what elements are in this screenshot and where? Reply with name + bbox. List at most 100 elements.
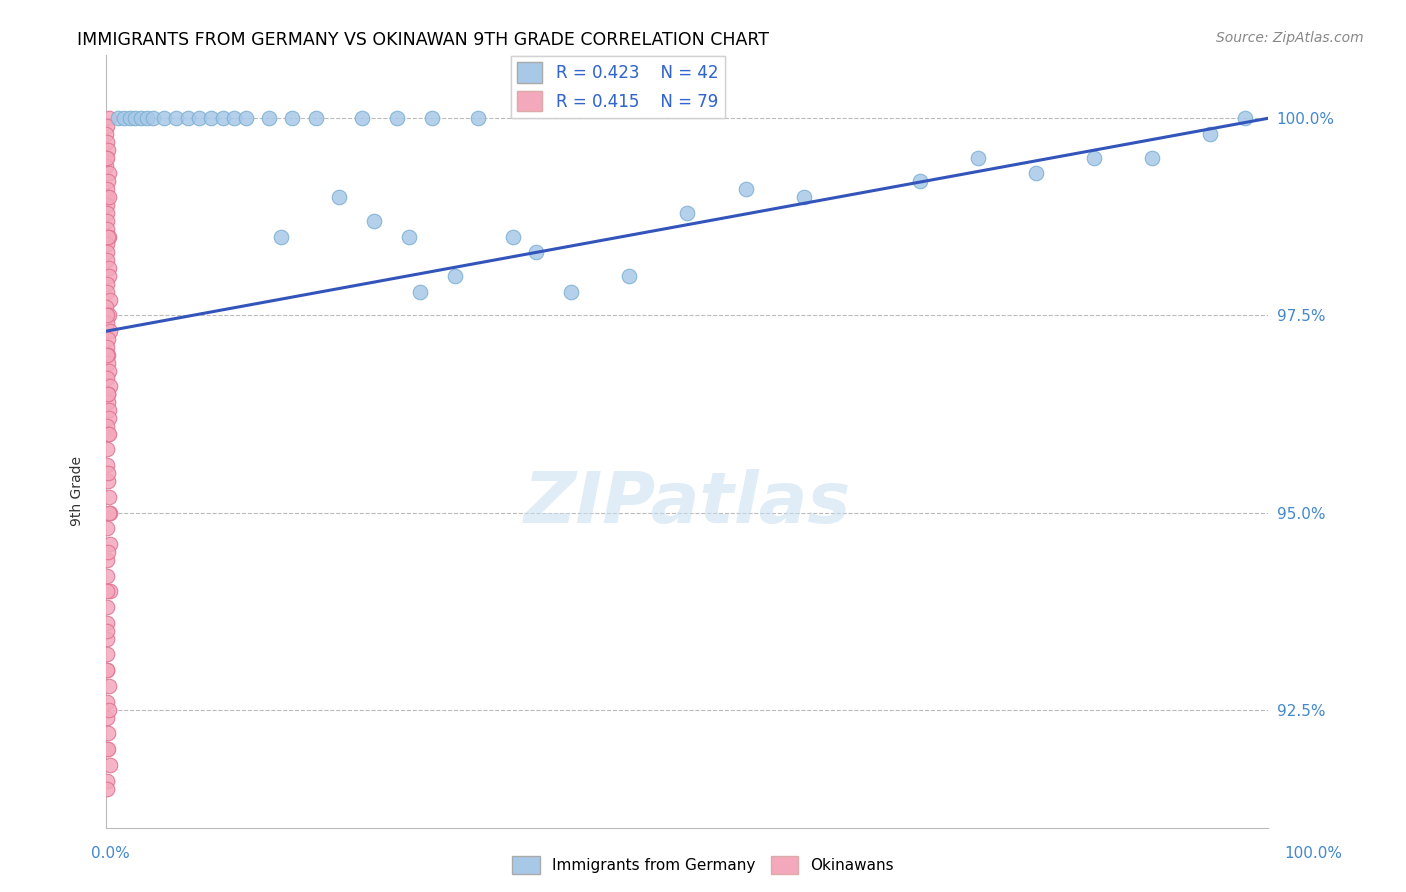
Point — [98, 757, 121, 772]
Point — [96, 151, 118, 165]
Point — [98, 703, 121, 717]
Point — [97, 466, 120, 480]
Point — [96, 773, 118, 788]
Point — [96, 418, 118, 433]
Point — [235, 112, 257, 126]
Point — [257, 112, 280, 126]
Point — [281, 112, 304, 126]
Point — [96, 127, 118, 141]
Point — [98, 506, 121, 520]
Point — [96, 663, 118, 677]
Point — [304, 112, 326, 126]
Point — [97, 143, 120, 157]
Point — [97, 395, 120, 409]
Point — [97, 742, 120, 756]
Point — [619, 268, 641, 283]
Point — [96, 237, 118, 252]
Point — [153, 112, 176, 126]
Point — [98, 363, 121, 377]
Point — [136, 112, 159, 126]
Point — [96, 710, 118, 724]
Point — [96, 340, 118, 354]
Point — [98, 166, 121, 180]
Point — [98, 410, 121, 425]
Point — [1199, 127, 1222, 141]
Point — [97, 474, 120, 488]
Point — [96, 221, 118, 235]
Point — [96, 348, 118, 362]
Point — [96, 695, 118, 709]
Point — [96, 442, 118, 457]
Point — [1142, 151, 1164, 165]
Point — [96, 301, 118, 315]
Point — [200, 112, 222, 126]
Point — [96, 387, 118, 401]
Point — [97, 426, 120, 441]
Point — [1025, 166, 1047, 180]
Point — [165, 112, 187, 126]
Point — [96, 245, 118, 260]
Point — [97, 403, 120, 417]
Point — [112, 112, 135, 126]
Point — [118, 112, 141, 126]
Point — [96, 206, 118, 220]
Point — [908, 174, 931, 188]
Point — [96, 371, 118, 385]
Point — [96, 285, 118, 299]
Point — [100, 324, 122, 338]
Point — [96, 316, 118, 330]
Point — [97, 356, 120, 370]
Text: 9th Grade: 9th Grade — [70, 456, 84, 525]
Point — [97, 545, 120, 559]
Point — [177, 112, 200, 126]
Point — [96, 615, 118, 630]
Text: IMMIGRANTS FROM GERMANY VS OKINAWAN 9TH GRADE CORRELATION CHART: IMMIGRANTS FROM GERMANY VS OKINAWAN 9TH … — [77, 31, 769, 49]
Point — [409, 285, 432, 299]
Text: ZIPatlas: ZIPatlas — [523, 469, 851, 538]
Point — [96, 190, 118, 204]
Point — [124, 112, 146, 126]
Point — [96, 182, 118, 196]
Point — [502, 229, 524, 244]
Point — [98, 293, 121, 307]
Point — [1234, 112, 1257, 126]
Point — [96, 198, 118, 212]
Point — [96, 309, 118, 323]
Legend: R = 0.423    N = 42, R = 0.415    N = 79: R = 0.423 N = 42, R = 0.415 N = 79 — [510, 55, 724, 118]
Point — [98, 379, 121, 393]
Point — [398, 229, 420, 244]
Point — [96, 277, 118, 291]
Point — [97, 348, 120, 362]
Point — [96, 553, 118, 567]
Point — [97, 726, 120, 740]
Point — [560, 285, 582, 299]
Point — [98, 112, 121, 126]
Point — [107, 112, 129, 126]
Point — [385, 112, 408, 126]
Point — [420, 112, 443, 126]
Point — [98, 268, 121, 283]
Point — [328, 190, 350, 204]
Point — [96, 648, 118, 662]
Point — [96, 624, 118, 638]
Point — [96, 742, 118, 756]
Text: Source: ZipAtlas.com: Source: ZipAtlas.com — [1216, 31, 1364, 45]
Point — [98, 537, 121, 551]
Point — [96, 568, 118, 582]
Text: 0.0%: 0.0% — [91, 847, 131, 861]
Text: 100.0%: 100.0% — [1285, 847, 1343, 861]
Point — [96, 151, 118, 165]
Point — [734, 182, 756, 196]
Point — [96, 119, 118, 133]
Point — [98, 261, 121, 276]
Point — [96, 159, 118, 173]
Point — [676, 206, 699, 220]
Point — [97, 174, 120, 188]
Point — [98, 506, 121, 520]
Point — [1083, 151, 1105, 165]
Point — [270, 229, 292, 244]
Point — [97, 229, 120, 244]
Point — [97, 387, 120, 401]
Point — [96, 600, 118, 615]
Point — [97, 332, 120, 346]
